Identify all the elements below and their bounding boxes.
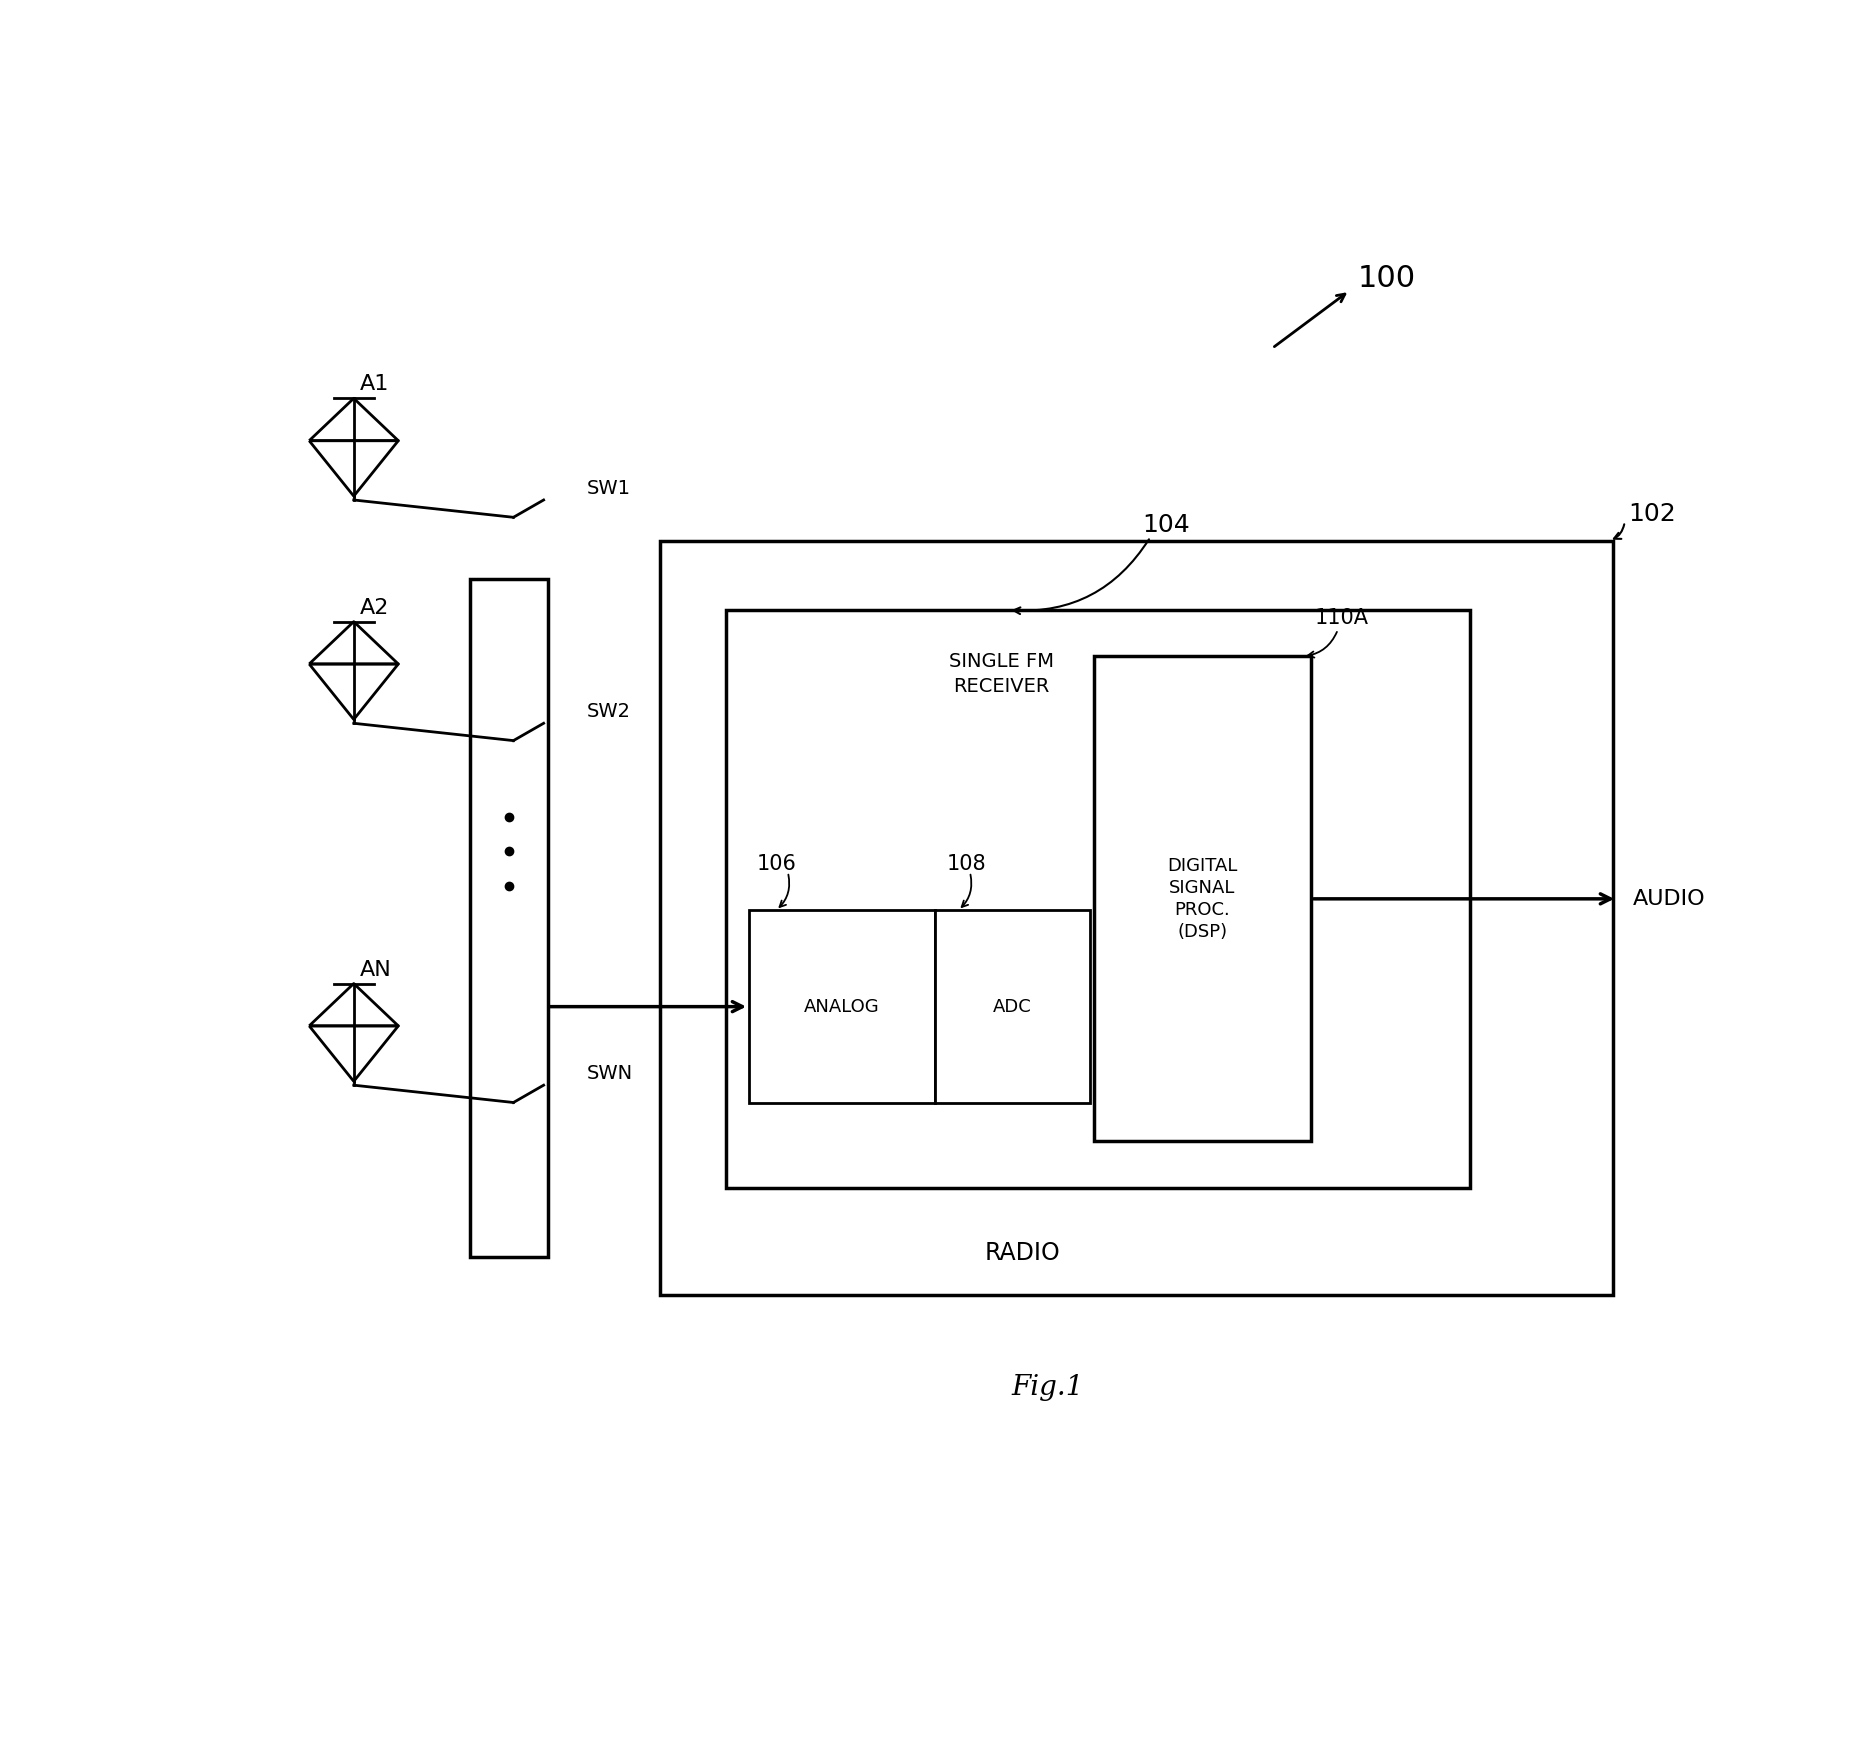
- Text: SINGLE FM
RECEIVER: SINGLE FM RECEIVER: [949, 653, 1054, 696]
- Text: ADC: ADC: [992, 998, 1032, 1015]
- Text: 110A: 110A: [1314, 608, 1368, 629]
- Text: 106: 106: [757, 855, 796, 874]
- Text: A1: A1: [361, 374, 389, 395]
- Bar: [725, 609, 1469, 1187]
- Text: 108: 108: [946, 855, 987, 874]
- Text: SWN: SWN: [587, 1064, 632, 1083]
- Text: 100: 100: [1357, 265, 1415, 294]
- Bar: [934, 911, 1090, 1102]
- Text: Fig.1: Fig.1: [1011, 1374, 1084, 1402]
- Bar: [749, 911, 934, 1102]
- Text: A2: A2: [361, 597, 389, 618]
- Bar: [1093, 656, 1310, 1142]
- Text: 104: 104: [1142, 514, 1191, 538]
- Text: SW1: SW1: [587, 479, 630, 498]
- Text: 102: 102: [1628, 501, 1676, 526]
- Text: AN: AN: [361, 959, 392, 980]
- Text: DIGITAL
SIGNAL
PROC.
(DSP): DIGITAL SIGNAL PROC. (DSP): [1166, 857, 1237, 942]
- Text: SW2: SW2: [587, 702, 630, 721]
- Bar: [469, 580, 548, 1257]
- Text: AUDIO: AUDIO: [1632, 890, 1705, 909]
- Bar: [660, 541, 1613, 1295]
- Text: ANALOG: ANALOG: [804, 998, 880, 1015]
- Text: RADIO: RADIO: [985, 1241, 1060, 1266]
